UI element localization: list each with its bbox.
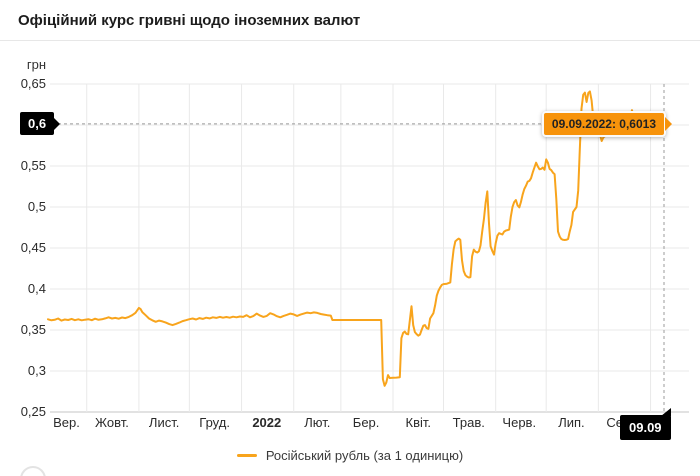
x-tick-label: Вер.: [53, 415, 80, 430]
y-tick-label: 0,3: [28, 363, 46, 378]
x-tick-label: Жовт.: [95, 415, 129, 430]
x-tick-label: Квіт.: [406, 415, 432, 430]
chart-tooltip: 09.09.2022: 0,6013: [541, 111, 672, 138]
y-tick-label: 0,4: [28, 281, 46, 296]
legend-line-marker: [236, 454, 257, 457]
crosshair-value-axis-flag: 0,6: [20, 112, 61, 135]
crosshair-date-label: 09.09: [629, 420, 662, 435]
date-flag-pointer: [660, 408, 671, 416]
y-tick-label: 0,45: [21, 240, 46, 255]
value-flag-arrow: [54, 117, 61, 130]
page-title: Офіційний курс гривні щодо іноземних вал…: [18, 11, 361, 29]
x-tick-label: Лип.: [558, 415, 584, 430]
x-tick-label: Трав.: [453, 415, 485, 430]
tooltip-text: 09.09.2022: 0,6013: [551, 117, 656, 131]
y-axis-unit-label: грн: [26, 57, 46, 72]
x-tick-label: 2022: [252, 415, 281, 430]
series-line-russian-ruble[interactable]: [47, 90, 665, 387]
x-tick-label: Бер.: [353, 415, 380, 430]
y-tick-label: 0,65: [21, 76, 46, 91]
y-tick-label: 0,25: [21, 404, 46, 419]
y-tick-label: 0,35: [21, 322, 46, 337]
x-tick-label: Груд.: [199, 415, 230, 430]
crosshair-date-axis-flag: 09.09: [620, 408, 671, 440]
chart-legend[interactable]: Російський рубль (за 1 одиницю): [0, 448, 700, 463]
y-axis-tick-labels: 0,65 0,55 0,5 0,45 0,4 0,35 0,3 0,25: [21, 76, 46, 419]
x-axis-month-labels: Вер. Жовт. Лист. Груд. 2022 Лют. Бер. Квіт. Трав…: [53, 415, 641, 430]
x-tick-label: Черв.: [502, 415, 536, 430]
x-tick-label: Лют.: [304, 415, 330, 430]
page-header: Офіційний курс гривні щодо іноземних вал…: [0, 0, 700, 41]
y-tick-label: 0,55: [21, 158, 46, 173]
x-tick-label: Лист.: [149, 415, 179, 430]
crosshair-value-label: 0,6: [28, 116, 47, 131]
y-tick-label: 0,5: [28, 199, 46, 214]
tooltip-arrow: [665, 117, 672, 132]
horizontal-gridlines: [50, 83, 689, 413]
legend-series-label: Російський рубль (за 1 одиницю): [265, 448, 464, 463]
